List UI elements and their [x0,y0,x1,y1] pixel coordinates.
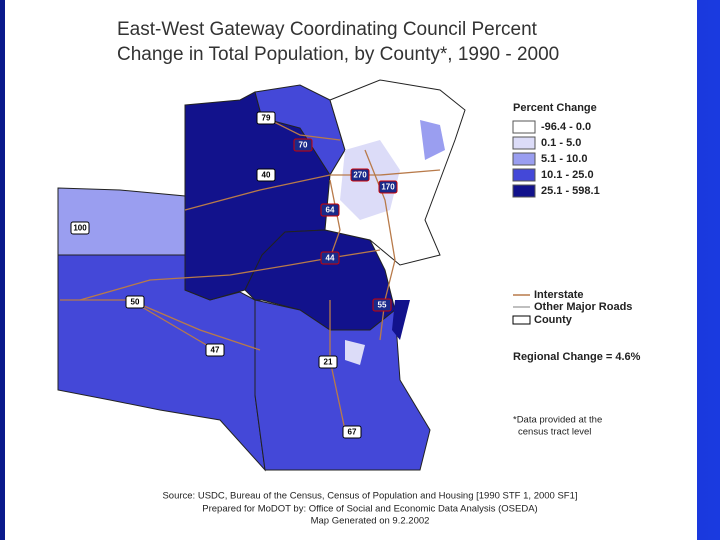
route-label: 270 [353,171,367,180]
title-line: Change in Total Population, by County*, … [117,44,559,65]
route-label: 40 [262,171,271,180]
legend-swatch [512,184,536,198]
footnote: *Data provided at the [513,415,602,426]
route-shield [342,425,362,439]
source-line: Prepared for MoDOT by: Office of Social … [202,504,537,515]
route-label: 47 [211,346,220,355]
route-shield [320,251,340,265]
route-label: 55 [378,301,387,310]
tract-area [420,120,445,160]
route-shield [70,221,90,235]
route-label: 64 [326,206,335,215]
road [184,169,441,211]
legend-county-box [512,315,531,325]
tract-area [392,300,410,340]
legend-swatch [512,136,536,150]
legend-label: 10.1 - 25.0 [541,169,594,181]
route-shield [293,138,313,152]
title-line: East-West Gateway Coordinating Council P… [117,19,538,40]
route-shield [350,168,370,182]
legend-title: Percent Change [513,102,597,114]
route-label: 100 [73,224,87,233]
legend: -96.4 - 0.0 0.1 - 5.0 5.1 - 10.0 10.1 - 25.… [512,120,600,198]
route-shield [256,168,276,182]
legend-label: -96.4 - 0.0 [541,121,591,133]
tract-area [345,340,365,365]
route-label: 50 [131,298,140,307]
road [329,179,341,259]
legend-label: County [534,314,573,326]
road [364,149,396,341]
route-shield [205,343,225,357]
regional-change: Regional Change = 4.6% [513,351,641,363]
legend-label: Other Major Roads [534,301,632,313]
route-shield [378,180,398,194]
source-line: Map Generated on 9.2.2002 [311,516,430,527]
route-label: 170 [381,183,395,192]
legend-label: 5.1 - 10.0 [541,153,587,165]
route-shield [318,355,338,369]
legend-label: 0.1 - 5.0 [541,137,581,149]
route-shield [320,203,340,217]
footnote: census tract level [518,427,591,438]
route-label: 70 [299,141,308,150]
route-shield [372,298,392,312]
legend-swatch [512,168,536,182]
source-line: Source: USDC, Bureau of the Census, Cens… [162,491,577,502]
road [269,119,341,141]
route-label: 67 [348,428,357,437]
map [57,79,466,472]
route-label: 79 [262,114,271,123]
legend-label: Interstate [534,289,584,301]
legend-swatch [512,152,536,166]
route-shields: 79 70 270 170 40 64 100 44 55 50 47 21 67 [70,111,398,439]
legend-label: 25.1 - 598.1 [541,185,600,197]
road [129,299,261,351]
route-shield [256,111,276,125]
route-label: 44 [326,254,335,263]
route-shield [125,295,145,309]
county [254,299,431,471]
legend-swatch [512,120,536,134]
route-label: 21 [324,358,333,367]
